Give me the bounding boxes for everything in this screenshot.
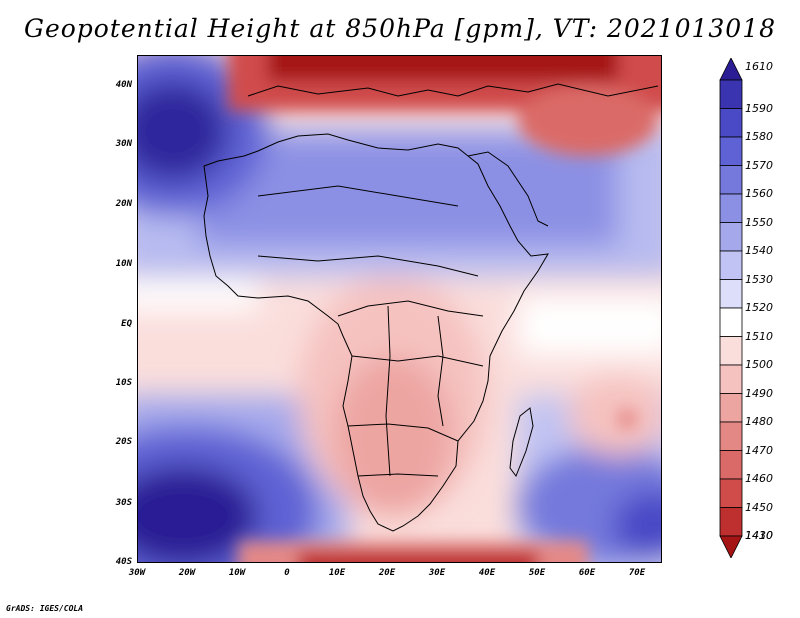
lat-label-10n: 10N — [115, 259, 132, 269]
lon-label-50e: 50E — [528, 568, 546, 578]
lon-label-20e: 20E — [378, 568, 396, 578]
colorbar-label: 1450 — [745, 500, 773, 514]
colorbar-swatch — [719, 478, 743, 508]
colorbar-swatch — [719, 222, 743, 252]
lat-label-30s: 30S — [115, 498, 132, 508]
colorbar-label: 1510 — [745, 329, 773, 343]
colorbar-swatch — [719, 507, 743, 537]
lat-label-eq: EQ — [121, 319, 132, 329]
colorbar-label: 1500 — [745, 358, 773, 371]
colorbar-label: 1520 — [745, 301, 773, 314]
colorbar-label: 1540 — [745, 244, 773, 257]
trough-shading — [228, 56, 661, 562]
colorbar-swatch — [719, 165, 743, 195]
colorbar-swatch — [719, 450, 743, 480]
heatmap-field — [138, 56, 661, 562]
lon-label-10w: 10W — [228, 568, 246, 578]
colorbar-label: 1490 — [745, 386, 773, 400]
colorbar-bottom-arrow — [719, 535, 743, 558]
lon-label-30w: 30W — [128, 568, 146, 578]
colorbar-label: 1480 — [745, 415, 773, 428]
lat-label-30n: 30N — [115, 139, 132, 149]
colorbar-swatch — [719, 364, 743, 394]
lon-label-30e: 30E — [428, 568, 446, 578]
coastlines — [203, 83, 659, 532]
colorbar-swatch — [719, 136, 743, 166]
colorbar-label: 1530 — [745, 272, 773, 286]
colorbar-label: 1410 — [745, 529, 773, 542]
colorbar-label: 1610 — [745, 60, 773, 73]
colorbar-swatch — [719, 108, 743, 138]
colorbar-label: 1430 — [745, 529, 773, 542]
lon-label-10e: 10E — [328, 568, 346, 578]
lat-label-40s: 40S — [115, 557, 132, 567]
colorbar — [719, 58, 743, 558]
colorbar-swatch — [719, 193, 743, 223]
colorbar-label: 1460 — [745, 472, 773, 485]
colorbar-swatch — [719, 279, 743, 309]
colorbar-swatch — [719, 250, 743, 280]
lon-label-0: 0 — [284, 568, 290, 578]
colorbar-swatch — [719, 79, 743, 109]
colorbar-label: 1470 — [745, 443, 773, 457]
lat-label-20n: 20N — [115, 199, 132, 209]
map-panel — [137, 55, 662, 563]
colorbar-swatch — [719, 393, 743, 423]
colorbar-swatch — [719, 307, 743, 337]
colorbar-top-arrow — [719, 58, 743, 81]
colorbar-label: 1580 — [745, 130, 773, 143]
lon-label-40e: 40E — [478, 568, 496, 578]
colorbar-label: 1590 — [745, 101, 773, 115]
lon-label-20w: 20W — [178, 568, 196, 578]
lat-label-10s: 10S — [115, 378, 132, 388]
grads-credit: GrADS: IGES/COLA — [6, 604, 84, 613]
colorbar-label: 1550 — [745, 215, 773, 229]
lat-label-40n: 40N — [115, 80, 132, 90]
colorbar-label: 1560 — [745, 187, 773, 200]
colorbar-label: 1570 — [745, 158, 773, 172]
colorbar-swatch — [719, 336, 743, 366]
lon-label-60e: 60E — [578, 568, 596, 578]
lat-label-20s: 20S — [115, 437, 132, 447]
colorbar-swatch — [719, 421, 743, 451]
chart-title: Geopotential Height at 850hPa [gpm], VT:… — [23, 14, 777, 43]
lon-label-70e: 70E — [628, 568, 646, 578]
